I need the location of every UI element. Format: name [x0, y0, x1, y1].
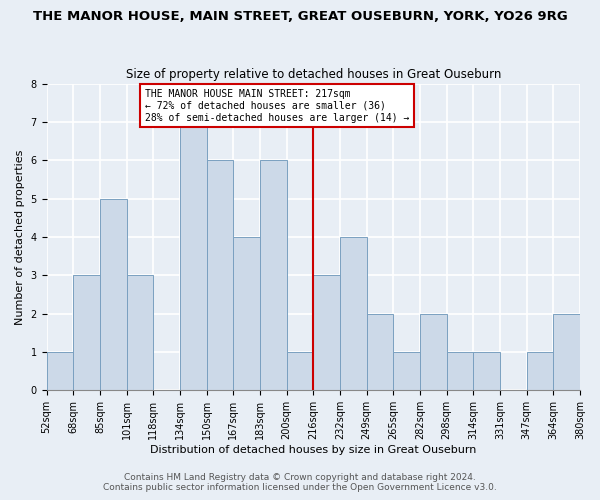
- Bar: [260, 160, 287, 390]
- Title: Size of property relative to detached houses in Great Ouseburn: Size of property relative to detached ho…: [125, 68, 501, 81]
- Bar: [206, 160, 233, 390]
- Text: THE MANOR HOUSE, MAIN STREET, GREAT OUSEBURN, YORK, YO26 9RG: THE MANOR HOUSE, MAIN STREET, GREAT OUSE…: [32, 10, 568, 23]
- Bar: [340, 237, 367, 390]
- Bar: [287, 352, 313, 391]
- Text: Contains HM Land Registry data © Crown copyright and database right 2024.
Contai: Contains HM Land Registry data © Crown c…: [103, 473, 497, 492]
- Bar: [553, 314, 580, 390]
- Bar: [446, 352, 473, 391]
- Bar: [367, 314, 393, 390]
- Bar: [100, 198, 127, 390]
- Bar: [393, 352, 420, 391]
- Bar: [473, 352, 500, 391]
- Bar: [127, 276, 153, 390]
- Bar: [47, 352, 73, 391]
- Y-axis label: Number of detached properties: Number of detached properties: [15, 150, 25, 324]
- X-axis label: Distribution of detached houses by size in Great Ouseburn: Distribution of detached houses by size …: [150, 445, 476, 455]
- Bar: [313, 276, 340, 390]
- Bar: [180, 122, 206, 390]
- Bar: [527, 352, 553, 391]
- Text: THE MANOR HOUSE MAIN STREET: 217sqm
← 72% of detached houses are smaller (36)
28: THE MANOR HOUSE MAIN STREET: 217sqm ← 72…: [145, 90, 410, 122]
- Bar: [420, 314, 446, 390]
- Bar: [233, 237, 260, 390]
- Bar: [73, 276, 100, 390]
